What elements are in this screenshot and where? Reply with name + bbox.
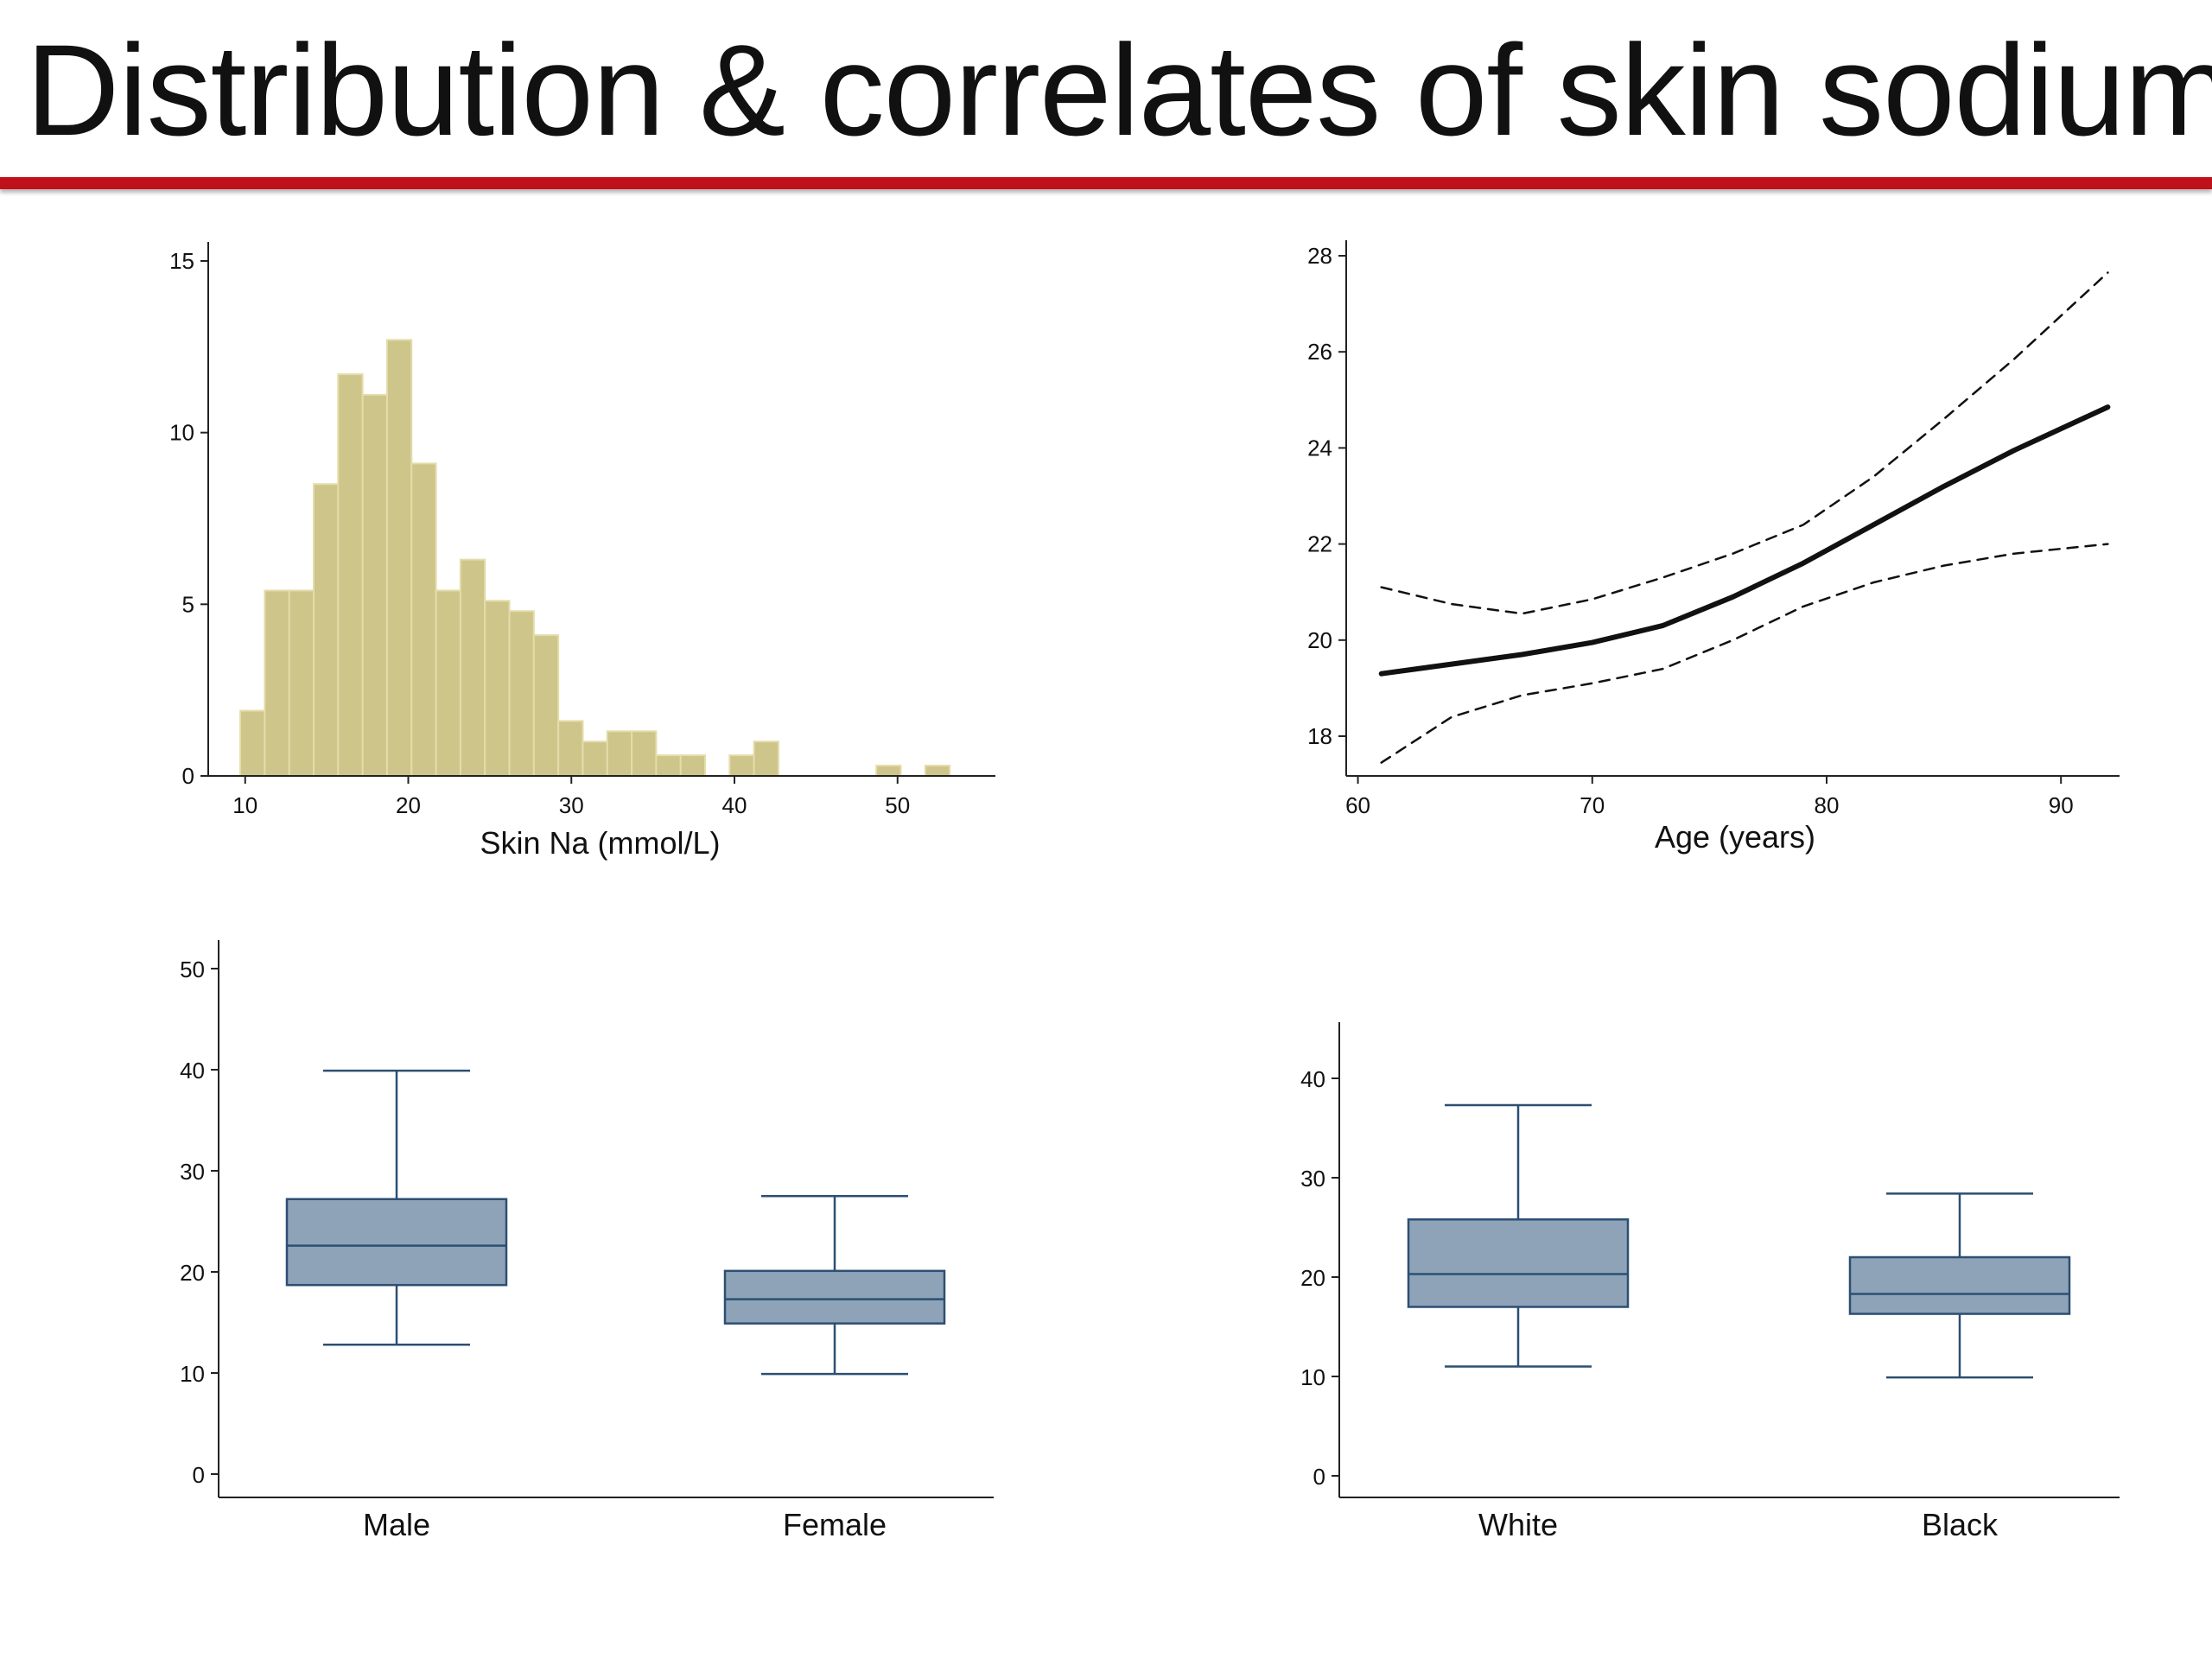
x-tick-label: 70 bbox=[1580, 792, 1605, 818]
histogram-bar bbox=[508, 610, 535, 778]
histogram-bar bbox=[606, 730, 633, 778]
histogram-bar bbox=[435, 589, 461, 777]
slide-title: Distribution & correlates of skin sodium bbox=[26, 17, 2212, 162]
histogram-bar bbox=[264, 589, 290, 777]
histogram-bar bbox=[875, 765, 902, 778]
x-axis-title: Skin Na (mmol/L) bbox=[480, 825, 720, 861]
histogram-bar bbox=[532, 634, 560, 777]
y-tick-label: 0 bbox=[193, 1462, 205, 1488]
histogram-bar bbox=[582, 741, 608, 777]
category-label: Female bbox=[783, 1507, 887, 1542]
fitted-line bbox=[1378, 404, 2111, 677]
box-iqr bbox=[723, 1269, 946, 1325]
confidence-band-line bbox=[1380, 543, 2109, 764]
histogram-bar bbox=[631, 730, 658, 778]
x-tick-label: 60 bbox=[1345, 792, 1370, 818]
y-tick-label: 10 bbox=[180, 1361, 205, 1387]
y-tick-label: 10 bbox=[1300, 1364, 1325, 1390]
y-tick-label: 5 bbox=[182, 591, 194, 617]
histogram-bar bbox=[288, 589, 315, 777]
category-label: Male bbox=[363, 1507, 430, 1542]
box-iqr bbox=[1407, 1218, 1630, 1308]
x-tick-label: 30 bbox=[559, 792, 584, 818]
category-label: White bbox=[1478, 1507, 1558, 1542]
y-tick-label: 10 bbox=[169, 420, 194, 446]
boxplot-race: White Black 0 10 20 30 40 bbox=[1300, 1022, 2120, 1542]
y-tick-label: 15 bbox=[169, 248, 194, 274]
x-tick-label: 80 bbox=[1815, 792, 1840, 818]
x-tick-label: 10 bbox=[232, 792, 257, 818]
histogram-bar bbox=[459, 558, 486, 777]
histogram-bar bbox=[655, 754, 682, 777]
histogram-bar bbox=[484, 600, 511, 777]
x-tick-label: 90 bbox=[2049, 792, 2074, 818]
y-tick-label: 22 bbox=[1307, 531, 1332, 557]
histogram-bar bbox=[557, 720, 584, 778]
histogram-skin-na: 0 5 10 15 10 20 30 40 50 Skin Na (mmol/L) bbox=[169, 242, 995, 861]
line-chart-age: 18 20 22 24 26 28 60 70 80 90 Age (years) bbox=[1307, 240, 2120, 855]
histogram-bar bbox=[410, 462, 437, 778]
y-tick-label: 30 bbox=[1300, 1166, 1325, 1192]
histogram-bar bbox=[753, 741, 779, 777]
x-tick-label: 40 bbox=[722, 792, 747, 818]
y-tick-label: 20 bbox=[1300, 1265, 1325, 1291]
histogram-bar bbox=[361, 393, 388, 777]
y-tick-label: 20 bbox=[180, 1260, 205, 1286]
y-tick-label: 30 bbox=[180, 1159, 205, 1185]
y-tick-label: 40 bbox=[1300, 1066, 1325, 1092]
y-tick-label: 18 bbox=[1307, 723, 1332, 749]
y-tick-label: 26 bbox=[1307, 339, 1332, 365]
histogram-bar bbox=[924, 765, 951, 778]
category-label: Black bbox=[1922, 1507, 1999, 1542]
box-iqr bbox=[1848, 1255, 2071, 1315]
x-tick-label: 50 bbox=[885, 792, 910, 818]
x-axis-title: Age (years) bbox=[1655, 819, 1815, 855]
y-tick-label: 28 bbox=[1307, 243, 1332, 269]
y-tick-label: 0 bbox=[1313, 1464, 1325, 1490]
histogram-bar bbox=[239, 709, 266, 777]
y-tick-label: 20 bbox=[1307, 627, 1332, 653]
confidence-band-line bbox=[1380, 271, 2109, 615]
histogram-bar bbox=[679, 754, 707, 777]
y-tick-label: 40 bbox=[180, 1058, 205, 1084]
title-divider bbox=[0, 177, 2212, 189]
boxplot-sex: Male Female 0 10 20 30 40 50 bbox=[180, 940, 994, 1542]
histogram-bar bbox=[385, 339, 413, 777]
histogram-bar bbox=[337, 373, 364, 777]
box-iqr bbox=[285, 1198, 508, 1287]
y-tick-label: 50 bbox=[180, 957, 205, 982]
x-tick-label: 20 bbox=[396, 792, 421, 818]
histogram-bar bbox=[313, 483, 340, 777]
y-tick-label: 0 bbox=[182, 763, 194, 789]
y-tick-label: 24 bbox=[1307, 435, 1332, 461]
histogram-bar bbox=[728, 754, 755, 777]
